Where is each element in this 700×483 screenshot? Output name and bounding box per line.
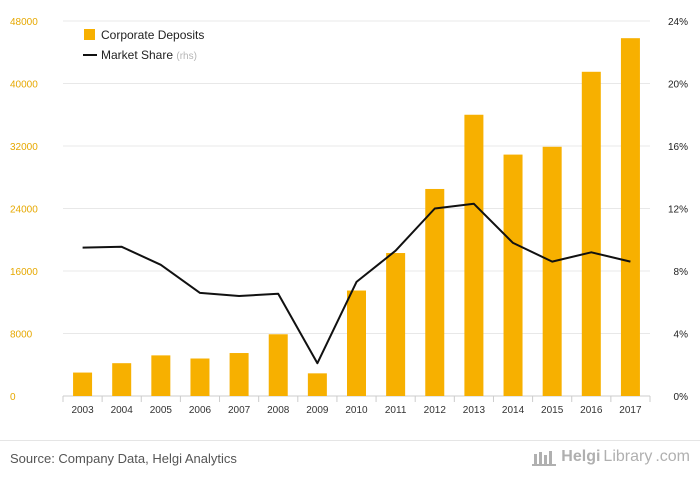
x-tick-label: 2016: [580, 405, 603, 416]
bar-2004: [112, 363, 132, 396]
right-tick-label: 12%: [668, 205, 688, 216]
right-tick-label: 4%: [674, 330, 689, 341]
source-note: Source: Company Data, Helgi Analytics: [10, 451, 237, 466]
left-tick-label: 32000: [10, 142, 38, 153]
right-tick-label: 8%: [674, 267, 689, 278]
bar-2006: [190, 358, 210, 396]
left-tick-label: 0: [10, 392, 16, 403]
line-series: [82, 202, 631, 365]
bar-2013: [464, 114, 484, 396]
bar-2005: [151, 355, 171, 396]
bar-2010: [347, 290, 366, 396]
combo-chart: 0 8000 16000 24000 32000 40000 48000 0% 4% 8% 12%…: [10, 17, 688, 416]
bar-2008: [268, 334, 288, 396]
legend-swatch-bar: [84, 29, 95, 40]
x-tick-label: 2009: [306, 405, 329, 416]
left-tick-label: 24000: [10, 205, 38, 216]
brand-logo: Helgi Library .com: [532, 448, 690, 466]
legend-label-corporate-deposits: Corporate Deposits: [101, 28, 204, 42]
bar-series: [73, 38, 640, 396]
x-tick-label: 2012: [424, 405, 447, 416]
legend-rhs-note: (rhs): [176, 51, 197, 62]
x-tick-label: 2004: [111, 405, 134, 416]
x-tick-label: 2017: [619, 405, 642, 416]
left-tick-label: 40000: [10, 80, 38, 91]
x-tick-label: 2008: [267, 405, 290, 416]
gridlines: [63, 20, 650, 397]
left-tick-label: 8000: [10, 330, 33, 341]
bar-2007: [229, 353, 249, 396]
brand-suffix: .com: [655, 448, 690, 465]
bar-2014: [503, 154, 523, 396]
x-tick-label: 2014: [502, 405, 525, 416]
brand-name-part1: Helgi: [561, 448, 601, 465]
bar-2015: [542, 146, 562, 396]
bar-2011: [386, 253, 406, 396]
right-tick-label: 24%: [668, 17, 688, 28]
bar-2012: [425, 188, 445, 396]
brand-name-part2: Library: [603, 448, 653, 465]
library-icon: [532, 451, 557, 466]
x-tick-label: 2011: [385, 405, 407, 416]
bar-2017: [620, 38, 640, 396]
right-tick-label: 0%: [674, 392, 689, 403]
left-tick-label: 48000: [10, 17, 38, 28]
legend: Corporate Deposits Market Share (rhs): [83, 28, 204, 62]
bar-2003: [73, 372, 93, 396]
x-tick-label: 2010: [345, 405, 368, 416]
x-axis: 2003 2004 2005 2006 2007 2008 2009 2010 2011 2012…: [62, 396, 651, 416]
right-tick-label: 16%: [668, 142, 688, 153]
right-axis: 0% 4% 8% 12% 16% 20% 24%: [668, 17, 688, 403]
x-tick-label: 2015: [541, 405, 564, 416]
bar-2016: [581, 71, 601, 396]
x-tick-label: 2013: [463, 405, 486, 416]
x-tick-label: 2003: [71, 405, 94, 416]
left-tick-label: 16000: [10, 267, 38, 278]
x-tick-label: 2005: [150, 405, 173, 416]
bar-2009: [307, 373, 327, 396]
x-tick-label: 2006: [189, 405, 212, 416]
footer-divider: [0, 440, 700, 441]
left-axis: 0 8000 16000 24000 32000 40000 48000: [10, 17, 38, 403]
right-tick-label: 20%: [668, 80, 688, 91]
legend-label-market-share: Market Share (rhs): [101, 48, 197, 62]
x-tick-label: 2007: [228, 405, 251, 416]
